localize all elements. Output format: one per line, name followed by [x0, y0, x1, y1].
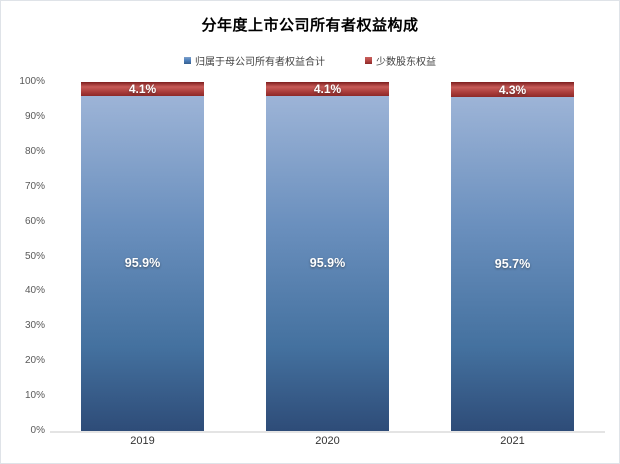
chart-legend: 归属于母公司所有者权益合计 少数股东权益	[1, 53, 619, 68]
legend-item-minority-equity: 少数股东权益	[365, 53, 436, 68]
segment-minority-equity: 4.1%	[80, 82, 205, 97]
y-tick-label: 90%	[24, 110, 45, 122]
segment-parent-equity: 95.9%	[80, 96, 205, 431]
x-axis-label: 2021	[500, 435, 525, 447]
plot-area: 0% 10% 20% 30% 40% 50% 60% 70% 80% 90% 100% 4.1% 95…	[19, 77, 605, 436]
y-tick-label: 60%	[24, 215, 45, 227]
segment-minority-equity: 4.1%	[265, 82, 390, 97]
stacked-bar: 4.1% 95.9%	[265, 82, 390, 431]
legend-swatch-red-icon	[365, 57, 372, 64]
y-tick-label: 0%	[30, 425, 45, 436]
legend-item-parent-equity: 归属于母公司所有者权益合计	[184, 53, 325, 68]
bar-column-2020: 4.1% 95.9%	[235, 82, 420, 431]
x-axis: 2019 2020 2021	[50, 435, 605, 447]
y-tick-label: 30%	[24, 320, 45, 332]
legend-label-minority-equity: 少数股东权益	[376, 57, 436, 68]
stacked-bar: 4.3% 95.7%	[450, 82, 575, 431]
bar-column-2021: 4.3% 95.7%	[420, 82, 605, 431]
y-tick-label: 70%	[24, 180, 45, 192]
data-label-minority: 4.3%	[498, 82, 527, 97]
segment-parent-equity: 95.9%	[265, 96, 390, 431]
bars-container: 4.1% 95.9% 4.1% 95.9% 4.3% 95.7%	[50, 82, 605, 431]
segment-minority-equity: 4.3%	[450, 82, 575, 97]
y-tick-label: 10%	[24, 390, 45, 402]
y-tick-label: 80%	[24, 145, 45, 157]
legend-label-parent-equity: 归属于母公司所有者权益合计	[195, 57, 325, 68]
data-label-parent: 95.7%	[494, 256, 531, 271]
y-tick-label: 40%	[24, 285, 45, 297]
y-tick-label: 100%	[19, 76, 45, 87]
y-tick-label: 20%	[24, 355, 45, 367]
x-axis-label: 2019	[130, 435, 155, 447]
y-tick-label: 50%	[24, 250, 45, 262]
data-label-parent: 95.9%	[309, 256, 346, 271]
legend-swatch-blue-icon	[184, 57, 191, 64]
bar-column-2019: 4.1% 95.9%	[50, 82, 235, 431]
chart-title: 分年度上市公司所有者权益构成	[201, 17, 419, 34]
y-axis: 0% 10% 20% 30% 40% 50% 60% 70% 80% 90% 100%	[1, 77, 45, 436]
data-label-parent: 95.9%	[124, 256, 161, 271]
segment-parent-equity: 95.7%	[450, 97, 575, 431]
data-label-minority: 4.1%	[128, 82, 157, 97]
data-label-minority: 4.1%	[313, 82, 342, 97]
x-axis-label: 2020	[315, 435, 340, 447]
stacked-bar: 4.1% 95.9%	[80, 82, 205, 431]
